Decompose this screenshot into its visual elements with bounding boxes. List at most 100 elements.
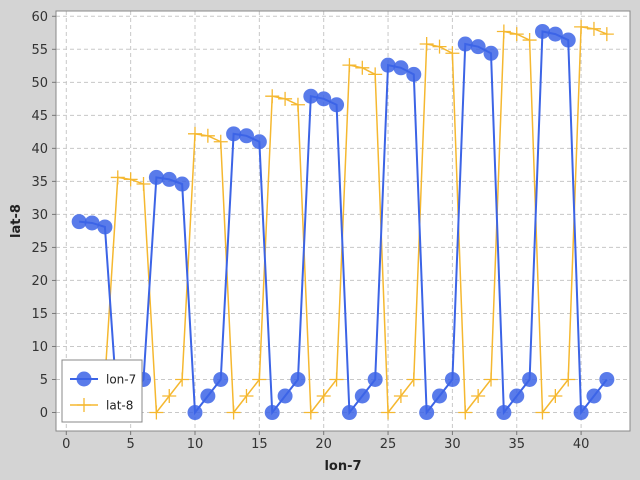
x-tick-label: 40: [573, 437, 590, 452]
data-point: [200, 388, 216, 404]
x-tick-label: 25: [380, 437, 397, 452]
data-point: [573, 405, 589, 421]
data-point: [303, 405, 318, 420]
data-point: [484, 372, 499, 387]
data-point: [393, 60, 409, 76]
data-point: [342, 58, 357, 73]
y-tick-label: 30: [31, 208, 48, 223]
data-point: [534, 23, 550, 39]
data-point: [238, 128, 254, 144]
data-point: [354, 388, 370, 404]
y-tick-label: 35: [31, 175, 48, 190]
x-tick-label: 30: [444, 437, 461, 452]
x-tick-label: 15: [251, 437, 268, 452]
legend-marker: [76, 371, 92, 387]
data-point: [71, 214, 87, 230]
data-point: [458, 405, 473, 420]
data-point: [213, 371, 229, 387]
series-line: [78, 25, 608, 415]
legend: lon-7 lat-8: [61, 359, 143, 423]
data-point: [148, 169, 164, 185]
legend-label: lat-8: [106, 399, 133, 413]
data-point: [496, 24, 511, 39]
data-point: [470, 39, 486, 55]
data-point: [213, 134, 228, 149]
data-point: [380, 57, 396, 73]
data-point: [265, 89, 280, 104]
y-tick-label: 15: [31, 307, 48, 322]
data-point: [548, 389, 563, 403]
data-point: [341, 405, 357, 421]
x-tick-label: 5: [127, 437, 135, 452]
data-point: [277, 388, 293, 404]
data-point: [574, 19, 589, 34]
y-tick-label: 55: [31, 43, 48, 58]
data-point: [316, 91, 332, 107]
data-point: [381, 405, 396, 420]
y-tick-label: 5: [40, 373, 48, 388]
data-point: [136, 177, 151, 192]
data-point: [368, 67, 383, 82]
data-point: [290, 371, 306, 387]
plot-border: [55, 10, 631, 432]
data-point: [251, 134, 267, 150]
x-tick-label: 35: [508, 437, 525, 452]
data-point: [586, 388, 602, 404]
data-point: [175, 372, 190, 387]
legend-marker: [77, 398, 91, 412]
y-tick-label: 45: [31, 109, 48, 124]
data-point: [97, 219, 113, 235]
y-tick-label: 40: [31, 142, 48, 157]
data-point: [419, 37, 434, 52]
data-point: [123, 172, 138, 187]
axes: 0 5 10 15 20 25 30 35 40 0 5 10 15 20 25 30 35 40 45 50 55 60: [31, 10, 631, 452]
data-point: [226, 126, 242, 142]
data-point: [522, 371, 538, 387]
y-tick-label: 60: [31, 10, 48, 25]
x-axis-title: lon-7: [324, 459, 361, 474]
y-tick-label: 20: [31, 274, 48, 289]
series-lat-8: [72, 19, 614, 420]
data-point: [393, 389, 408, 403]
data-point: [547, 26, 563, 42]
data-point: [432, 39, 447, 54]
data-point: [496, 405, 512, 421]
data-point: [316, 389, 331, 403]
data-point: [599, 371, 615, 387]
data-point: [84, 215, 100, 231]
data-point: [355, 60, 370, 75]
data-point: [560, 32, 576, 48]
legend-label: lon-7: [106, 373, 136, 387]
data-point: [535, 405, 550, 420]
data-point: [599, 27, 614, 42]
y-tick-label: 0: [40, 406, 48, 421]
data-point: [406, 66, 422, 82]
data-point: [561, 372, 576, 387]
x-tick-label: 20: [315, 437, 332, 452]
x-tick-label: 0: [62, 437, 70, 452]
data-point: [444, 371, 460, 387]
data-point: [586, 21, 601, 36]
data-point: [110, 170, 125, 185]
y-tick-label: 10: [31, 340, 48, 355]
x-tick-label: 10: [187, 437, 204, 452]
data-point: [509, 27, 524, 42]
data-point: [200, 128, 215, 143]
data-point: [471, 389, 486, 403]
data-point: [445, 46, 460, 61]
legend-box: [61, 359, 143, 423]
data-point: [406, 372, 421, 387]
data-point: [278, 91, 293, 106]
data-point: [457, 36, 473, 52]
data-point: [161, 171, 177, 187]
data-point: [264, 405, 280, 421]
data-point: [187, 126, 202, 141]
data-point: [329, 97, 345, 113]
data-point: [174, 176, 190, 192]
data-point: [432, 388, 448, 404]
data-point: [329, 372, 344, 387]
data-point: [252, 372, 267, 387]
data-point: [419, 405, 435, 421]
data-point: [303, 88, 319, 104]
data-point: [162, 389, 177, 403]
